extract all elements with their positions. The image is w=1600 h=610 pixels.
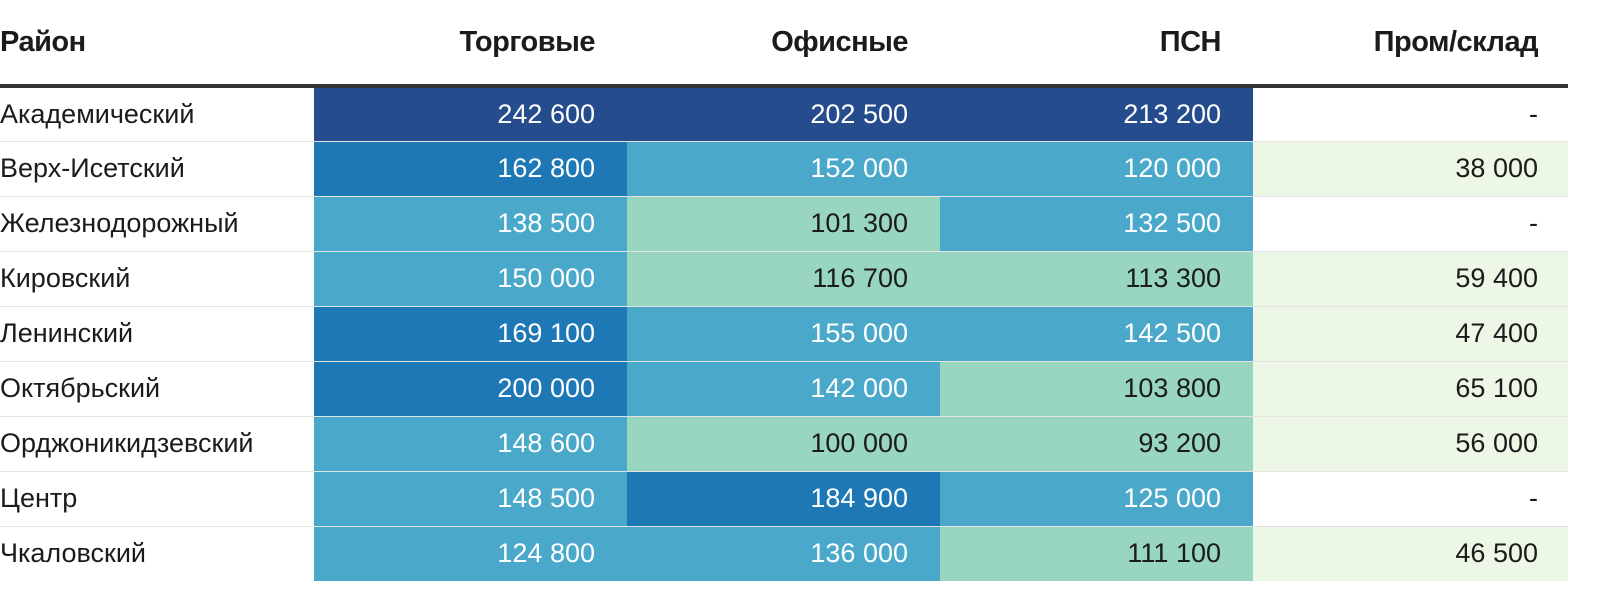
table-row: Ленинский 169 100 155 000 142 500 47 400 <box>0 306 1568 362</box>
heatmap-cell: 65 100 <box>1253 361 1568 417</box>
column-header-office: Офисные <box>627 0 940 88</box>
district-name: Верх-Исетский <box>0 141 314 197</box>
heatmap-cell: 101 300 <box>627 196 940 252</box>
heatmap-cell: - <box>1253 196 1568 252</box>
district-name: Центр <box>0 471 314 527</box>
heatmap-cell: 132 500 <box>940 196 1253 252</box>
table-row: Железнодорожный 138 500 101 300 132 500- <box>0 196 1568 252</box>
heatmap-cell: 148 500 <box>314 471 627 527</box>
table-row: Центр 148 500 184 900 125 000- <box>0 471 1568 527</box>
district-name: Ленинский <box>0 306 314 362</box>
heatmap-table-container: Район Торговые Офисные ПСН Пром/склад Ак… <box>0 0 1568 581</box>
column-header-industrial: Пром/склад <box>1253 0 1568 88</box>
table-row: Кировский 150 000 116 700 113 300 59 400 <box>0 251 1568 307</box>
table-row: Октябрьский 200 000 142 000 103 800 65 100 <box>0 361 1568 417</box>
heatmap-cell: 155 000 <box>627 306 940 362</box>
table-body: Академический 242 600 202 500 213 200- Верх-… <box>0 86 1568 581</box>
heatmap-cell: 100 000 <box>627 416 940 472</box>
district-name: Академический <box>0 86 314 142</box>
heatmap-cell: 111 100 <box>940 526 1253 581</box>
heatmap-cell: 136 000 <box>627 526 940 581</box>
heatmap-cell: 152 000 <box>627 141 940 197</box>
heatmap-cell: 120 000 <box>940 141 1253 197</box>
heatmap-cell: 162 800 <box>314 141 627 197</box>
heatmap-cell: 138 500 <box>314 196 627 252</box>
district-name: Кировский <box>0 251 314 307</box>
heatmap-cell: 200 000 <box>314 361 627 417</box>
district-name: Чкаловский <box>0 526 314 581</box>
heatmap-cell: 142 500 <box>940 306 1253 362</box>
district-name: Железнодорожный <box>0 196 314 252</box>
heatmap-cell: 59 400 <box>1253 251 1568 307</box>
heatmap-cell: 169 100 <box>314 306 627 362</box>
heatmap-cell: 242 600 <box>314 86 627 142</box>
heatmap-cell: 125 000 <box>940 471 1253 527</box>
column-header-retail: Торговые <box>314 0 627 88</box>
heatmap-cell: - <box>1253 471 1568 527</box>
column-header-psn: ПСН <box>940 0 1253 88</box>
header-row: Район Торговые Офисные ПСН Пром/склад <box>0 0 1568 88</box>
price-heatmap-table: Район Торговые Офисные ПСН Пром/склад Ак… <box>0 0 1568 581</box>
heatmap-cell: 184 900 <box>627 471 940 527</box>
heatmap-cell: 116 700 <box>627 251 940 307</box>
table-row: Академический 242 600 202 500 213 200- <box>0 86 1568 142</box>
heatmap-cell: 46 500 <box>1253 526 1568 581</box>
heatmap-cell: 38 000 <box>1253 141 1568 197</box>
heatmap-cell: 103 800 <box>940 361 1253 417</box>
heatmap-cell: 124 800 <box>314 526 627 581</box>
heatmap-cell: - <box>1253 86 1568 142</box>
heatmap-cell: 150 000 <box>314 251 627 307</box>
heatmap-cell: 213 200 <box>940 86 1253 142</box>
heatmap-cell: 202 500 <box>627 86 940 142</box>
heatmap-cell: 142 000 <box>627 361 940 417</box>
heatmap-cell: 93 200 <box>940 416 1253 472</box>
heatmap-cell: 47 400 <box>1253 306 1568 362</box>
heatmap-cell: 113 300 <box>940 251 1253 307</box>
heatmap-cell: 56 000 <box>1253 416 1568 472</box>
table-row: Чкаловский 124 800 136 000 111 100 46 500 <box>0 526 1568 581</box>
district-name: Орджоникидзевский <box>0 416 314 472</box>
table-row: Верх-Исетский 162 800 152 000 120 000 38 000 <box>0 141 1568 197</box>
table-row: Орджоникидзевский 148 600 100 000 93 200 56 … <box>0 416 1568 472</box>
column-header-district: Район <box>0 0 314 88</box>
district-name: Октябрьский <box>0 361 314 417</box>
heatmap-cell: 148 600 <box>314 416 627 472</box>
